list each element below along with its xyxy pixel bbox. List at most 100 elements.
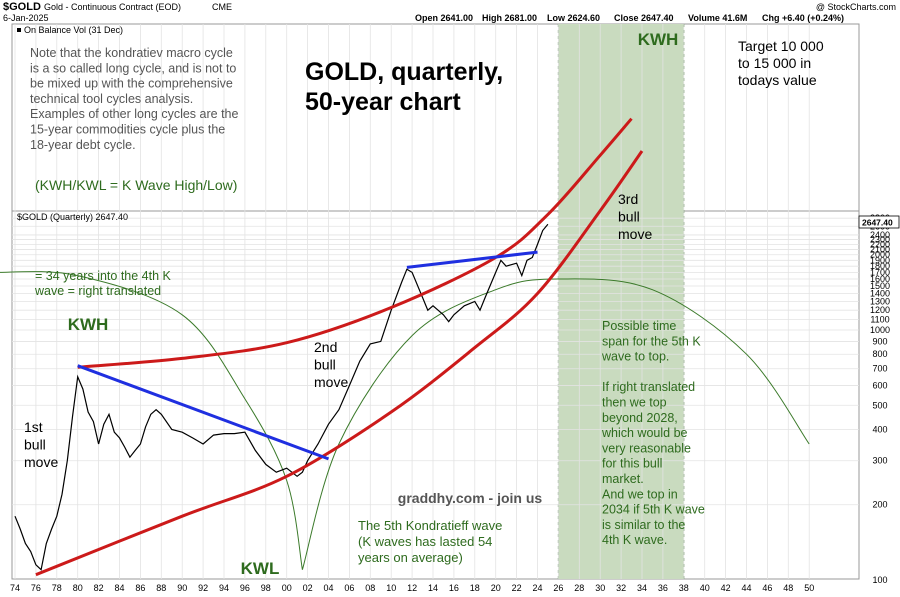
annotation-line: (K waves has lasted 54 [358,534,492,549]
x-tick-label: 44 [741,583,751,593]
indicator-label: On Balance Vol (31 Dec) [24,25,123,35]
graddhy-credit: graddhy.com - join us [398,490,543,506]
grid [12,24,859,579]
x-tick-label: 28 [574,583,584,593]
annotation-line: Target 10 000 [738,38,824,54]
x-tick-label: 26 [553,583,563,593]
x-tick-label: 18 [470,583,480,593]
x-tick-label: 06 [344,583,354,593]
y-tick-label: 1300 [870,297,890,307]
x-tick-label: 92 [198,583,208,593]
annotation-line: move [24,454,58,470]
annotation-line: 2nd [314,339,337,355]
annotation-line: span for the 5th K [602,334,701,348]
annotation-line: move [618,226,652,242]
annotation-line: GOLD, quarterly, [305,58,503,86]
annotation-line: years on average) [358,550,463,565]
y-tick-label: 700 [872,364,887,374]
y-tick-label: 200 [872,500,887,510]
x-tick-label: 40 [700,583,710,593]
annotation-line: 18-year debt cycle. [30,138,136,152]
kwh-left-label: KWH [68,315,109,334]
x-tick-label: 20 [491,583,501,593]
annotation-line: bull [24,437,46,453]
header-low: Low 2624.60 [547,13,600,23]
kwh-top-label: KWH [638,30,679,49]
x-tick-label: 50 [804,583,814,593]
annotation-line: is a so called long cycle, and is not to [30,61,236,75]
y-tick-label: 2100 [870,244,890,254]
annotation-line: which would be [601,426,688,440]
y-tick-label: 2000 [870,250,890,260]
x-tick-label: 38 [679,583,689,593]
x-tick-label: 82 [94,583,104,593]
annotation-line: then we top [602,396,667,410]
annotation-line: And we top in [602,487,678,501]
price-series [14,223,549,571]
annotation-line: todays value [738,72,817,88]
x-tick-label: 74 [10,583,20,593]
x-tick-label: 76 [31,583,41,593]
x-tick-label: 88 [156,583,166,593]
x-tick-label: 42 [721,583,731,593]
annotation-line: 15-year commodities cycle plus the [30,123,225,137]
chart-title: GOLD, quarterly,50-year chart [305,58,503,116]
annotation-line: 3rd [618,191,638,207]
indicator-marker [17,28,21,32]
red-curve-upper [77,117,633,369]
y-tick-label: 900 [872,336,887,346]
last-price-tag [858,215,900,229]
header-date: 6-Jan-2025 [3,13,49,23]
y-tick-label: 300 [872,456,887,466]
annotation-line: = 34 years into the 4th K [35,269,172,283]
blue-trendline-2 [406,250,538,269]
x-axis: 74 76 78 80 82 84 86 88 90 92 94 96 98 00 02 04 06 08 10 12… [10,583,814,593]
annotation-line: If right translated [602,380,695,394]
annotation-line: technical tool cycles analysis. [30,92,193,106]
annotation-line: Note that the kondratiev macro cycle [30,46,233,60]
annotation-line: bull [314,357,336,373]
x-tick-label: 34 [637,583,647,593]
x-tick-label: 98 [261,583,271,593]
x-tick-label: 14 [428,583,438,593]
y-tick-label: 2400 [870,230,890,240]
price-series-label: $GOLD (Quarterly) 2647.40 [17,212,128,222]
annotation-line: very reasonable [602,441,691,455]
x-tick-label: 16 [449,583,459,593]
y-tick-label: 1400 [870,288,890,298]
fifth-wave-text: The 5th Kondratieff wave(K waves has las… [358,518,502,565]
x-tick-label: 48 [783,583,793,593]
y-tick-label: 800 [872,349,887,359]
annotation-line: bull [618,209,640,225]
y-tick-label: 1800 [870,261,890,271]
blue-trendline-1 [77,364,330,461]
watermark: @ StockCharts.com [816,2,896,12]
x-tick-label: 30 [595,583,605,593]
annotation-line: wave = right translated [34,284,161,298]
x-tick-label: 10 [386,583,396,593]
y-tick-label: 1600 [870,274,890,284]
annotation-line: 4th K wave. [602,533,667,547]
y-tick-label: 1200 [870,305,890,315]
y-tick-label: 1900 [870,255,890,265]
green-cycle-arc-1 [0,271,303,570]
x-tick-label: 78 [52,583,62,593]
annotation-line: The 5th Kondratieff wave [358,518,502,533]
y-axis: 2800260024002300220021002000190018001700… [870,213,890,585]
header-open: Open 2641.00 [415,13,473,23]
x-tick-label: 22 [512,583,522,593]
annotation-line: for this bull [602,457,662,471]
x-tick-label: 12 [407,583,417,593]
annotation-line: be mixed up with the comprehensive [30,77,233,91]
annotation-line: wave to top. [601,350,669,364]
y-tick-label: 600 [872,380,887,390]
x-tick-label: 94 [219,583,229,593]
header-close: Close 2647.40 [614,13,674,23]
header-symbol: $GOLD [3,1,41,13]
header-high: High 2681.00 [482,13,537,23]
